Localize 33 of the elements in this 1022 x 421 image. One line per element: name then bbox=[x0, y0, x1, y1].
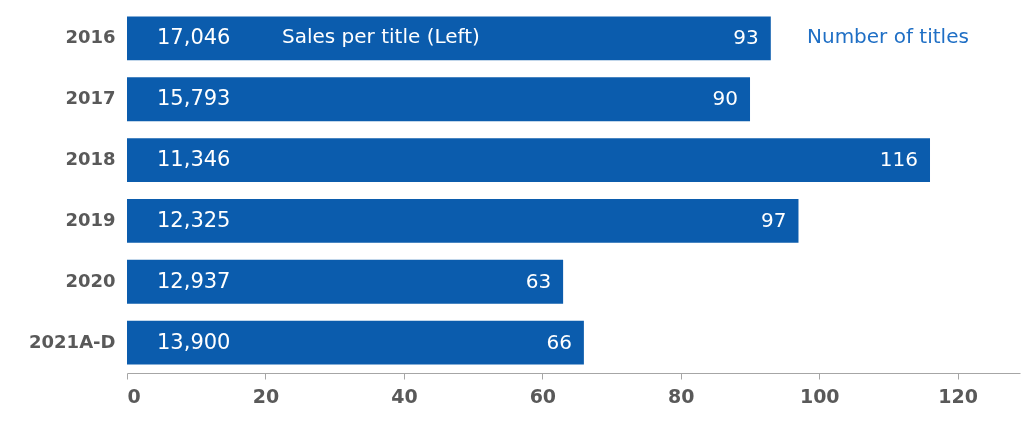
annotation: 17,046 bbox=[157, 25, 231, 50]
y-tick-label: 2018 bbox=[65, 148, 116, 170]
data-label: 66 bbox=[546, 329, 572, 354]
y-tick-label: 2017 bbox=[65, 87, 116, 109]
data-label: 90 bbox=[712, 86, 739, 111]
x-tick-label: 40 bbox=[391, 384, 418, 407]
bar bbox=[127, 16, 771, 61]
y-tick-label: 2016 bbox=[65, 26, 116, 48]
data-label: 63 bbox=[525, 268, 552, 293]
bar bbox=[127, 259, 564, 304]
bar bbox=[127, 77, 751, 122]
data-label: 116 bbox=[879, 147, 919, 172]
annotation: 15,793 bbox=[157, 86, 231, 111]
annotation: Number of titles bbox=[807, 24, 969, 48]
data-label: 97 bbox=[761, 207, 787, 232]
y-tick-label: 2021A-D bbox=[29, 330, 116, 352]
y-tick-label: 2020 bbox=[65, 269, 116, 291]
bar bbox=[127, 138, 931, 182]
annotation: 11,346 bbox=[157, 147, 231, 172]
annotation: 12,325 bbox=[157, 207, 231, 232]
y-tick-label: 2019 bbox=[65, 208, 116, 230]
bar bbox=[127, 199, 799, 243]
annotation: Sales per title (Left) bbox=[282, 24, 480, 48]
bar bbox=[127, 320, 584, 365]
x-tick-label: 120 bbox=[938, 384, 979, 407]
data-label: 93 bbox=[733, 25, 759, 50]
annotation: 12,937 bbox=[157, 268, 231, 293]
x-tick-label: 0 bbox=[127, 384, 141, 407]
annotation: 13,900 bbox=[157, 329, 231, 354]
x-tick-label: 20 bbox=[252, 384, 280, 407]
x-tick-label: 60 bbox=[529, 384, 557, 407]
x-tick-label: 100 bbox=[799, 384, 840, 407]
x-tick-label: 80 bbox=[668, 384, 695, 407]
